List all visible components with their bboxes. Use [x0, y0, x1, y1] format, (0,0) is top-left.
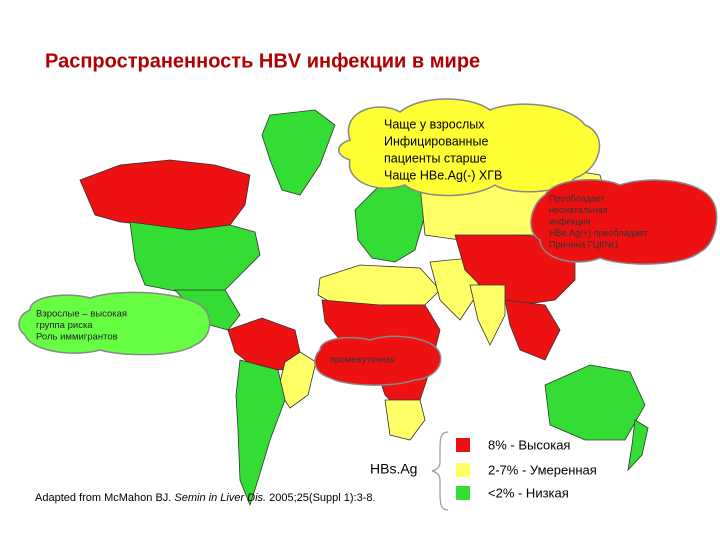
callout-line: HBe.Ag(+) преобладает: [549, 228, 648, 238]
callout-line: инфекция: [549, 216, 591, 226]
region: [469, 284, 506, 346]
citation: Adapted from McMahon BJ. Semin in Liver …: [35, 492, 376, 504]
legend-title: HBs.Ag: [370, 461, 417, 477]
legend-label: 8% - Высокая: [488, 437, 570, 452]
region: [79, 159, 251, 231]
region: [235, 359, 286, 507]
callout-line: Взрослые – высокая: [36, 309, 127, 320]
citation-text: 2005;25(Suppl 1):3-8.: [266, 492, 375, 504]
title: Распространенность HBV инфекции в мире: [45, 50, 480, 72]
callout-line: Преобладает: [549, 193, 605, 203]
region: [317, 264, 441, 306]
citation-journal: Semin in Liver Dis.: [174, 492, 266, 504]
legend: 8% - Высокая 2-7% - Умеренная <2% - Низкая: [456, 437, 597, 500]
region: [627, 419, 649, 472]
callout-line: Роль иммигрантов: [36, 332, 118, 343]
callout-line: пациенты старше: [384, 151, 487, 165]
callout-line: Инфицированные: [384, 134, 488, 148]
citation-text: Adapted from McMahon BJ.: [35, 492, 174, 504]
region: [129, 221, 261, 296]
legend-swatch: [456, 486, 470, 500]
callout: промежуточная: [314, 335, 442, 386]
callout-line: группа риска: [36, 320, 93, 331]
region: [544, 364, 646, 441]
region: [354, 179, 426, 263]
region: [384, 399, 426, 441]
legend-label: 2-7% - Умеренная: [488, 462, 597, 477]
callout-line: Причина ГЦК№1: [549, 239, 619, 249]
callout-line: Чаще у взрослых: [384, 117, 485, 131]
legend-swatch: [456, 463, 470, 477]
callout: Чаще у взрослых Инфицированные пациенты ст…: [338, 98, 601, 197]
callout-line: неонатальная: [549, 205, 608, 215]
legend-swatch: [456, 438, 470, 452]
legend-label: <2% - Низкая: [488, 485, 569, 500]
callout-line: промежуточная: [330, 354, 395, 364]
legend-brace: [431, 431, 449, 511]
region: [504, 299, 561, 361]
callout-line: Чаще HBe.Ag(-) ХГВ: [384, 168, 502, 182]
region: [261, 109, 336, 196]
